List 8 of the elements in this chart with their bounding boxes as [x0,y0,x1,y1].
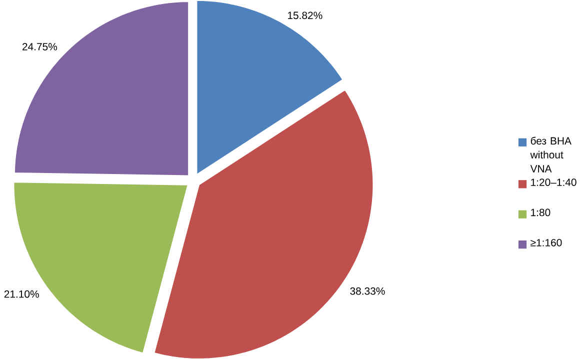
data-label: 21.10% [4,290,39,298]
legend-label: ≥1:160 [530,238,562,246]
legend-label: без ВНА without VNA [530,136,572,172]
data-label: 38.33% [350,287,385,295]
data-label: 15.82% [288,12,322,19]
legend-label: 1:80 [531,208,550,216]
data-label: 24.75% [22,42,58,50]
legend-label: 1:20–1:40 [531,178,576,186]
